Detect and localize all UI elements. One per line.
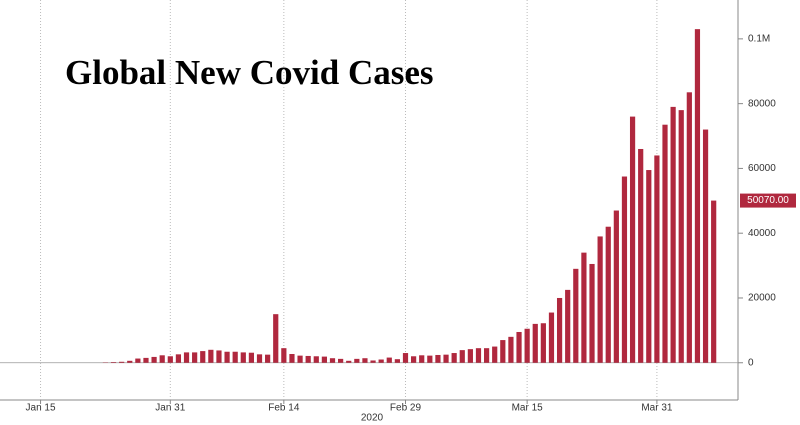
bar [200,351,206,363]
bar [686,92,692,363]
bar [159,355,165,363]
bar [273,314,279,363]
bar [394,359,400,363]
bar [678,110,684,363]
bar [289,354,295,363]
bar [402,353,409,363]
bar [127,360,133,363]
value-label: 50070.00 [747,195,789,206]
x-tick-label: Mar 15 [512,403,544,414]
y-tick-label: 20000 [748,293,776,304]
bar [540,323,546,363]
bar [208,349,214,363]
bar [475,348,482,363]
y-tick-label: 40000 [748,228,776,239]
bar [565,289,571,363]
bar [654,155,660,363]
bar [183,352,190,363]
bar [451,353,457,363]
bar [192,352,198,363]
bar [151,356,157,363]
x-axis-label: 2020 [361,413,384,424]
chart-title: Global New Covid Cases [65,53,434,92]
bar [354,358,360,363]
bar [110,362,117,363]
bar [378,359,384,363]
y-tick-label: 80000 [748,98,776,109]
bar [175,354,182,363]
x-tick-label: Feb 29 [390,403,422,414]
bar [240,352,246,363]
bar [305,355,311,363]
bar [265,354,271,363]
bar [411,356,417,363]
bar [638,148,644,363]
bar [629,116,636,363]
bar [297,355,303,363]
bar [281,348,287,363]
bar [483,348,490,363]
bar [313,356,319,363]
y-tick-label: 0.1M [748,34,770,45]
bar [256,354,263,363]
bar [670,106,676,363]
bar [573,268,579,363]
bar [621,176,628,363]
bar [167,356,173,363]
bar [370,360,376,363]
bar [492,346,498,363]
bar [386,357,392,363]
bar [419,355,425,363]
bar [581,252,587,363]
bar [216,350,222,363]
bar [143,357,149,363]
bar [702,129,709,363]
bar [329,358,336,363]
bar [135,358,141,363]
value-label-box [740,193,796,208]
bar [224,351,230,363]
bar [427,355,433,363]
bar [321,356,327,363]
bar [443,354,449,363]
bar [232,351,238,363]
bar [516,331,522,363]
bar [613,210,619,363]
bar [711,200,717,363]
bar [508,336,514,363]
bar [500,340,506,363]
bar [467,349,473,363]
y-tick-label: 60000 [748,163,776,174]
bar [597,236,603,363]
bar [556,297,563,363]
x-tick-label: Mar 31 [641,403,673,414]
bar [605,226,611,363]
bar [694,29,701,363]
bar [524,328,530,363]
bar [248,352,255,363]
bar [548,312,555,363]
x-tick-label: Jan 15 [26,403,56,414]
bar [646,170,652,363]
x-tick-label: Jan 31 [155,403,185,414]
bar [346,360,352,363]
y-tick-label: 0 [748,357,754,368]
bar [532,323,538,363]
bar [662,124,668,363]
bar [435,354,441,363]
bar [362,358,368,363]
bar [338,358,344,363]
bar [459,350,465,363]
bar [589,263,595,363]
bar [119,361,125,363]
x-tick-label: Feb 14 [268,403,300,414]
